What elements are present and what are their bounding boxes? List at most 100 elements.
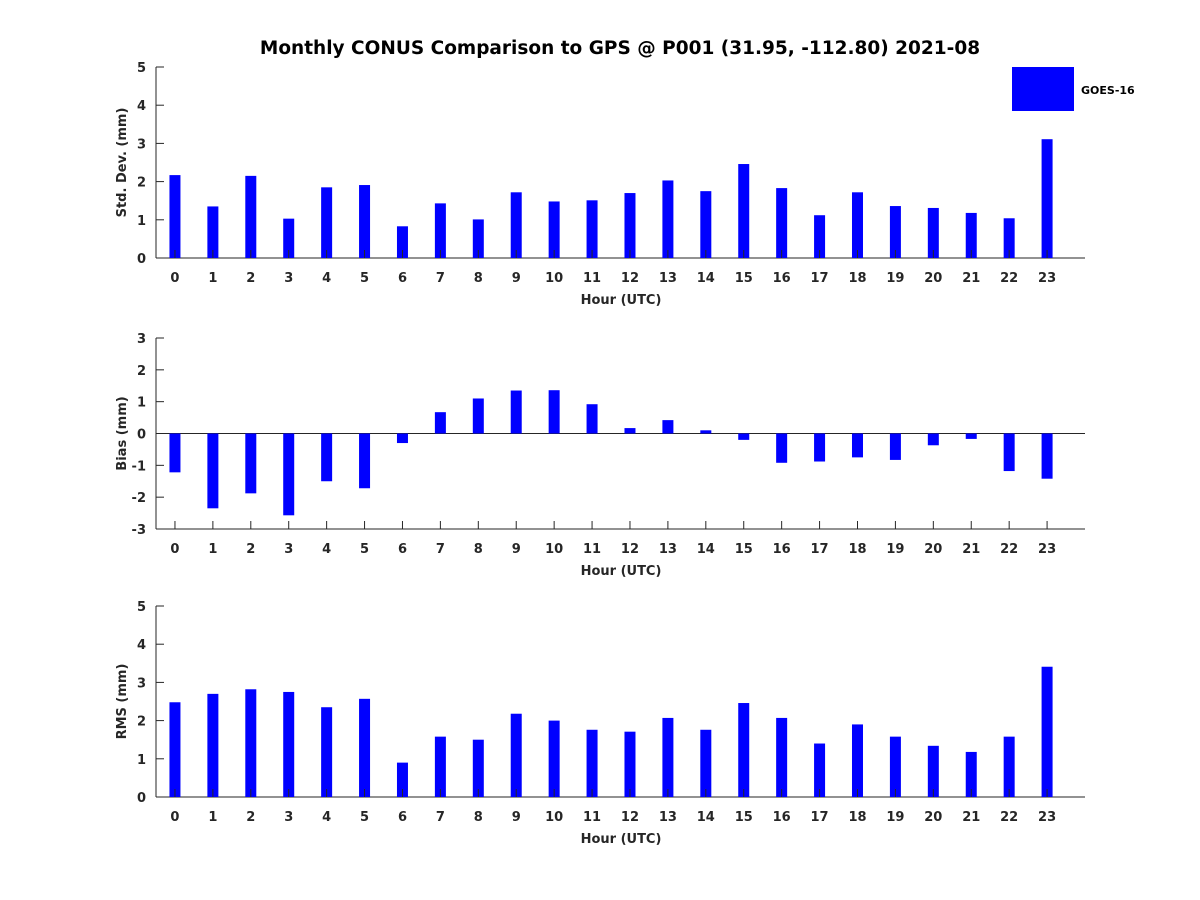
y-axis-label: RMS (mm) <box>115 664 130 740</box>
bar-rms-3 <box>283 691 295 797</box>
bar-bias-9 <box>510 390 522 434</box>
x-tick-label: 7 <box>436 271 445 286</box>
x-tick-label: 18 <box>848 810 866 825</box>
x-tick-label: 17 <box>811 271 829 286</box>
x-tick-label: 12 <box>621 542 639 557</box>
x-tick-label: 5 <box>360 271 369 286</box>
bar-stddev-22 <box>1003 218 1015 258</box>
bar-stddev-6 <box>396 226 408 258</box>
x-tick-label: 22 <box>1000 810 1018 825</box>
bar-bias-7 <box>434 412 446 434</box>
y-tick-label: 2 <box>137 715 146 730</box>
bar-stddev-12 <box>624 193 636 258</box>
bar-stddev-19 <box>889 206 901 258</box>
bar-bias-13 <box>662 420 674 434</box>
x-tick-label: 23 <box>1038 271 1056 286</box>
bar-stddev-4 <box>321 187 333 258</box>
bar-bias-20 <box>927 433 939 446</box>
y-tick-label: 5 <box>137 600 146 615</box>
x-tick-label: 2 <box>246 271 255 286</box>
bar-rms-0 <box>169 702 181 797</box>
chart-title: Monthly CONUS Comparison to GPS @ P001 (… <box>260 38 980 59</box>
y-axis-label: Std. Dev. (mm) <box>115 108 130 218</box>
bar-stddev-7 <box>434 203 446 258</box>
x-tick-label: 4 <box>322 810 331 825</box>
bar-rms-13 <box>662 717 674 797</box>
y-tick-label: -2 <box>132 491 146 506</box>
bar-bias-5 <box>359 433 371 489</box>
x-tick-label: 12 <box>621 271 639 286</box>
bar-stddev-5 <box>359 185 371 258</box>
x-tick-label: 3 <box>284 271 293 286</box>
x-tick-label: 9 <box>512 542 521 557</box>
x-tick-label: 20 <box>924 542 942 557</box>
bar-stddev-16 <box>776 188 788 258</box>
bar-bias-19 <box>889 433 901 460</box>
x-tick-label: 14 <box>697 542 715 557</box>
bar-stddev-2 <box>245 175 257 258</box>
bar-rms-10 <box>548 720 560 797</box>
x-tick-label: 6 <box>398 542 407 557</box>
x-tick-label: 0 <box>170 542 179 557</box>
bar-rms-16 <box>776 717 788 797</box>
bar-stddev-17 <box>814 215 826 258</box>
y-tick-label: 4 <box>137 99 146 114</box>
y-tick-label: -3 <box>132 523 146 538</box>
bar-rms-12 <box>624 731 636 797</box>
x-tick-label: 10 <box>545 810 563 825</box>
x-tick-label: 7 <box>436 542 445 557</box>
bar-rms-14 <box>700 729 712 797</box>
x-tick-label: 11 <box>583 271 601 286</box>
y-tick-label: 1 <box>137 753 146 768</box>
y-tick-label: 3 <box>137 332 146 347</box>
y-tick-label: 2 <box>137 176 146 191</box>
x-tick-label: 2 <box>246 810 255 825</box>
x-tick-label: 15 <box>735 271 753 286</box>
x-axis-label: Hour (UTC) <box>581 832 662 847</box>
bar-stddev-14 <box>700 191 712 258</box>
x-tick-label: 20 <box>924 271 942 286</box>
x-tick-label: 17 <box>811 542 829 557</box>
bar-bias-15 <box>738 433 750 440</box>
y-tick-label: 4 <box>137 638 146 653</box>
bar-rms-22 <box>1003 736 1015 797</box>
bar-bias-6 <box>396 433 408 444</box>
x-tick-label: 1 <box>208 271 217 286</box>
x-tick-label: 16 <box>773 542 791 557</box>
bar-rms-8 <box>472 739 484 797</box>
bar-stddev-23 <box>1041 139 1053 258</box>
bar-rms-9 <box>510 713 522 797</box>
bar-stddev-13 <box>662 180 674 258</box>
x-tick-label: 23 <box>1038 542 1056 557</box>
x-tick-label: 20 <box>924 810 942 825</box>
bar-bias-4 <box>321 433 333 482</box>
bar-stddev-18 <box>851 192 863 258</box>
x-tick-label: 19 <box>886 271 904 286</box>
bar-rms-6 <box>396 762 408 797</box>
bar-rms-2 <box>245 689 257 797</box>
x-tick-label: 22 <box>1000 542 1018 557</box>
x-tick-label: 11 <box>583 542 601 557</box>
x-tick-label: 2 <box>246 542 255 557</box>
x-tick-label: 9 <box>512 271 521 286</box>
x-tick-label: 16 <box>773 810 791 825</box>
x-tick-label: 17 <box>811 810 829 825</box>
x-tick-label: 4 <box>322 271 331 286</box>
legend-label: GOES-16 <box>1081 84 1135 97</box>
x-tick-label: 14 <box>697 271 715 286</box>
bar-stddev-20 <box>927 207 939 258</box>
y-tick-label: 1 <box>137 214 146 229</box>
y-tick-label: 5 <box>137 61 146 76</box>
bar-rms-1 <box>207 693 219 797</box>
bar-bias-0 <box>169 433 181 473</box>
x-tick-label: 19 <box>886 542 904 557</box>
x-tick-label: 5 <box>360 542 369 557</box>
y-tick-label: 3 <box>137 137 146 152</box>
x-tick-label: 8 <box>474 810 483 825</box>
x-tick-label: 1 <box>208 542 217 557</box>
bar-rms-15 <box>738 703 750 797</box>
